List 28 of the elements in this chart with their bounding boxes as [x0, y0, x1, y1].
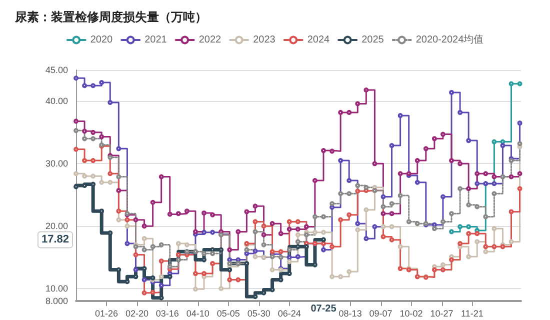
- y-tick-label: 40.00: [45, 96, 68, 106]
- x-tick-label: 09-07: [369, 308, 392, 318]
- x-tick-label: 02-20: [125, 308, 148, 318]
- text: 07-25: [310, 304, 337, 314]
- x-tick-label: 11-21: [461, 308, 484, 318]
- legend-label: 2025: [362, 34, 384, 46]
- y-tick-label: 10.00: [45, 284, 68, 294]
- x-tick-label: 10-02: [400, 308, 423, 318]
- legend-label: 2020: [90, 34, 114, 46]
- y-tick-label: 20.00: [45, 221, 68, 232]
- chart-title: 尿素：装置检修周度损失量（万吨）: [14, 10, 207, 24]
- legend-label: 2021: [144, 34, 168, 46]
- x-tick-label: 01-26: [94, 308, 118, 318]
- x-tick-label: 05-05: [216, 308, 240, 318]
- x-tick-label: 06-24: [278, 308, 301, 318]
- legend-label: 2023: [253, 34, 276, 46]
- x-tick-label: 05-30: [247, 308, 270, 318]
- x-tick-label: 08-13: [338, 308, 362, 318]
- legend-label: 2022: [198, 34, 222, 46]
- y-tick-label: 8.000: [45, 296, 68, 306]
- x-tick-label: 10-27: [430, 308, 454, 318]
- y-tick-label: 30.00: [45, 158, 68, 169]
- legend-label: 2020-2024均值: [416, 34, 484, 46]
- y-tick-label: 45.00: [45, 65, 68, 75]
- x-tick-label: 03-16: [156, 308, 179, 318]
- x-tick-label: 04-10: [186, 308, 210, 318]
- text: 17.82: [41, 234, 69, 246]
- legend-label: 2024: [307, 34, 330, 46]
